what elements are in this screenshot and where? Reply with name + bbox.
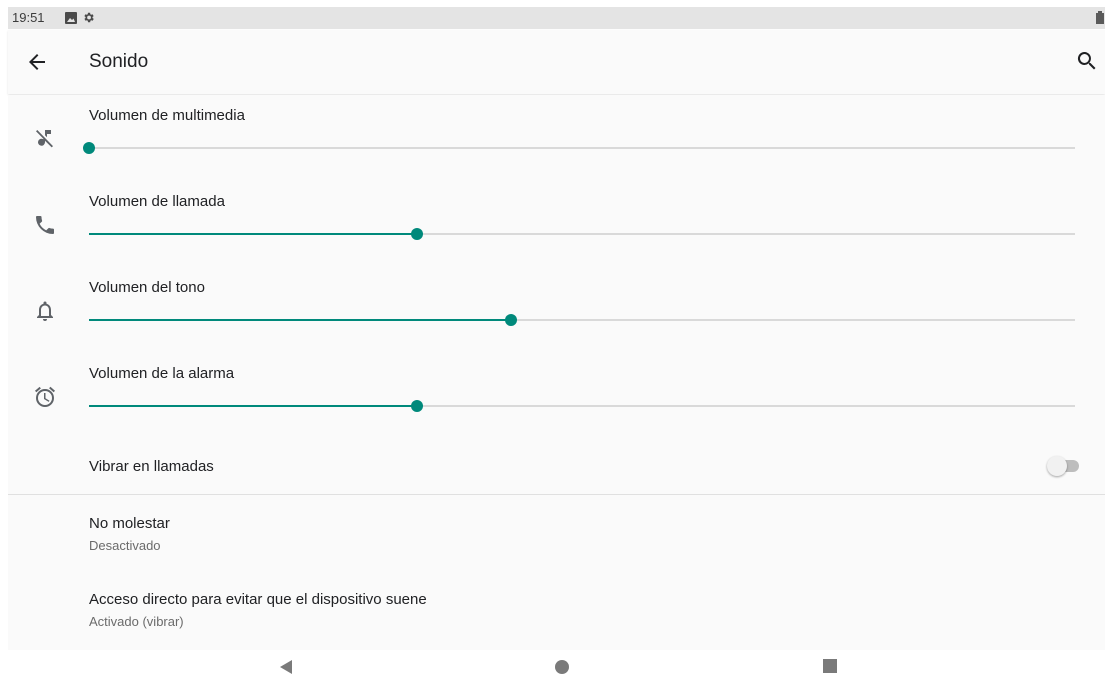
slider-track xyxy=(89,319,1075,321)
gear-icon xyxy=(82,11,95,29)
slider-track xyxy=(89,147,1075,149)
slider-fill xyxy=(89,405,418,407)
section-divider xyxy=(8,494,1105,495)
ring-volume-label: Volumen del tono xyxy=(89,279,205,296)
slider-track xyxy=(89,405,1075,407)
alarm-volume-slider[interactable] xyxy=(89,399,1075,413)
alarm-volume-label: Volumen de la alarma xyxy=(89,365,235,382)
alarm-volume-row: Volumen de la alarma xyxy=(8,353,1105,439)
slider-thumb[interactable] xyxy=(505,314,517,326)
recents-square-icon[interactable] xyxy=(823,659,837,678)
do-not-disturb-item[interactable]: No molestar Desactivado xyxy=(8,495,1105,565)
slider-track xyxy=(89,233,1075,235)
bell-icon xyxy=(33,299,57,323)
back-triangle-icon[interactable] xyxy=(279,659,293,680)
phone-icon xyxy=(33,213,57,237)
call-volume-slider[interactable] xyxy=(89,227,1075,241)
do-not-disturb-title: No molestar xyxy=(89,515,170,532)
vibrate-toggle[interactable] xyxy=(1047,456,1081,476)
home-circle-icon[interactable] xyxy=(554,659,570,680)
slider-fill xyxy=(89,319,511,321)
status-time: 19:51 xyxy=(12,10,45,25)
media-volume-label: Volumen de multimedia xyxy=(89,107,245,124)
call-volume-row: Volumen de llamada xyxy=(8,181,1105,267)
arrow-back-icon[interactable] xyxy=(25,50,49,74)
media-volume-row: Volumen de multimedia xyxy=(8,95,1105,181)
do-not-disturb-summary: Desactivado xyxy=(89,538,161,553)
ring-volume-row: Volumen del tono xyxy=(8,267,1105,353)
battery-icon xyxy=(1096,11,1104,29)
prevent-ringing-item[interactable]: Acceso directo para evitar que el dispos… xyxy=(8,565,1105,645)
prevent-ringing-summary: Activado (vibrar) xyxy=(89,614,184,629)
music-off-icon xyxy=(33,127,57,151)
call-volume-label: Volumen de llamada xyxy=(89,193,225,210)
toggle-thumb xyxy=(1047,456,1067,476)
slider-thumb[interactable] xyxy=(83,142,95,154)
settings-list: Volumen de multimedia Volumen de llamada… xyxy=(8,95,1105,650)
prevent-ringing-title: Acceso directo para evitar que el dispos… xyxy=(89,591,427,608)
status-bar: 19:51 xyxy=(8,7,1105,29)
slider-thumb[interactable] xyxy=(411,228,424,240)
app-bar: Sonido xyxy=(8,30,1105,94)
image-icon xyxy=(65,11,77,29)
vibrate-row[interactable]: Vibrar en llamadas xyxy=(8,441,1105,493)
navigation-bar xyxy=(8,651,1105,684)
ring-volume-slider[interactable] xyxy=(89,313,1075,327)
slider-thumb[interactable] xyxy=(411,400,424,412)
alarm-icon xyxy=(33,385,57,409)
vibrate-label: Vibrar en llamadas xyxy=(89,458,214,475)
page-title: Sonido xyxy=(89,51,149,72)
search-icon[interactable] xyxy=(1075,49,1099,73)
media-volume-slider[interactable] xyxy=(83,141,1075,155)
slider-fill xyxy=(89,233,418,235)
